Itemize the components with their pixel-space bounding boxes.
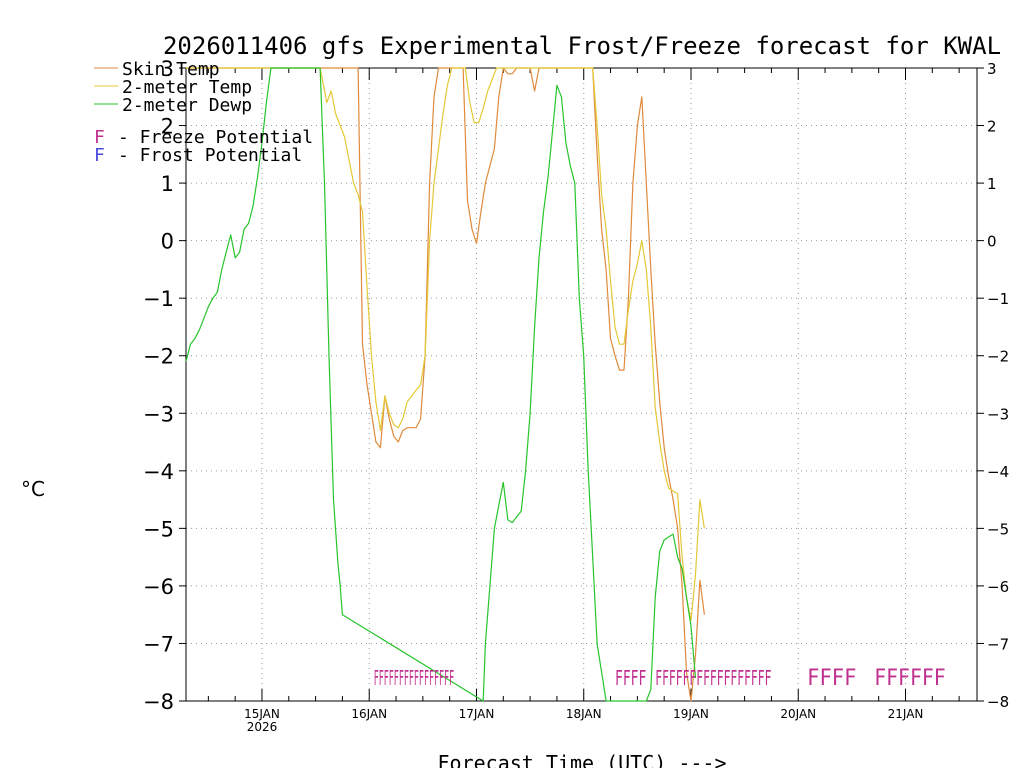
- legend-freeze-letter: F: [94, 127, 105, 148]
- y-tick-label: −6: [143, 575, 174, 599]
- y-axis-label: °C: [21, 477, 45, 501]
- y-tick-label: 2: [161, 115, 174, 139]
- legend-label-2m-temp: 2-meter Temp: [122, 77, 252, 98]
- y-tick-label-right: −1: [987, 290, 1009, 308]
- y-tick-label-right: −5: [987, 520, 1009, 538]
- y-tick-label: −8: [143, 690, 174, 714]
- x-tick-label: 20JAN: [780, 707, 816, 721]
- y-tick-label-right: −3: [987, 405, 1009, 423]
- freeze-potential-mark: FFFFFFFFFFFFFFFF: [374, 666, 454, 690]
- y-tick-label: 3: [161, 57, 174, 81]
- series-lines: [185, 67, 705, 702]
- x-tick-label: 15JAN: [244, 707, 280, 721]
- x-tick-label: 19JAN: [673, 707, 709, 721]
- series-line-skin-temp: [186, 67, 705, 702]
- freeze-potential-mark: FFFFFFFFFFFFFFFFF: [655, 666, 771, 690]
- x-axis-label: Forecast Time (UTC) --->: [438, 751, 727, 768]
- y-tick-label: 1: [161, 172, 174, 196]
- legend: Skin Temp 2-meter Temp 2-meter Dewp F - …: [94, 59, 313, 166]
- y-tick-label: −4: [143, 460, 174, 484]
- axes: −8 −8 −7 −7 −6 −6 −5 −5 −4 −4 −3 −3 −2 −2 −1 −1 0 0 1 1 2 2 3 3…: [143, 57, 1009, 734]
- y-tick-label-right: −7: [987, 635, 1009, 653]
- y-tick-label-right: −6: [987, 578, 1009, 596]
- y-tick-label-right: −2: [987, 348, 1009, 366]
- y-tick-label-right: 1: [987, 175, 997, 193]
- freeze-potential-mark: FFFF: [807, 666, 856, 691]
- plot-frame: [185, 67, 978, 702]
- x-tick-label: 18JAN: [566, 707, 602, 721]
- legend-label-2m-dewp: 2-meter Dewp: [122, 95, 252, 116]
- y-tick-label: −1: [143, 287, 174, 311]
- x-tick-sublabel: 2026: [247, 720, 278, 734]
- x-tick-label: 17JAN: [459, 707, 495, 721]
- freeze-marks: FFFFFFFFFFFFFFFF FFFF FFFFFFFFFFFFFFFFF FFF…: [374, 666, 946, 691]
- y-tick-label: −3: [143, 402, 174, 426]
- y-tick-label: −5: [143, 517, 174, 541]
- series-line-2-meter-dewp: [185, 67, 697, 702]
- legend-frost-label: - Frost Potential: [118, 145, 302, 166]
- legend-frost-letter: F: [94, 145, 105, 166]
- y-tick-label-right: −4: [987, 463, 1009, 481]
- y-tick-label-right: 2: [987, 118, 997, 136]
- y-tick-label: −7: [143, 632, 174, 656]
- freeze-potential-mark: FFFF: [615, 666, 646, 690]
- freeze-potential-mark: FFFFFF: [874, 666, 946, 691]
- y-tick-label: −2: [143, 345, 174, 369]
- legend-label-skin-temp: Skin Temp: [122, 59, 220, 80]
- y-tick-label-right: −8: [987, 693, 1009, 711]
- chart-title: 2026011406 gfs Experimental Frost/Freeze…: [163, 32, 1001, 60]
- y-tick-label-right: 3: [987, 60, 997, 78]
- legend-freeze-label: - Freeze Potential: [118, 127, 313, 148]
- y-tick-label-right: 0: [987, 233, 997, 251]
- grid: [186, 68, 977, 701]
- series-line-2-meter-temp: [186, 67, 705, 622]
- x-tick-label: 21JAN: [888, 707, 924, 721]
- x-tick-label: 16JAN: [351, 707, 387, 721]
- y-tick-label: 0: [161, 230, 174, 254]
